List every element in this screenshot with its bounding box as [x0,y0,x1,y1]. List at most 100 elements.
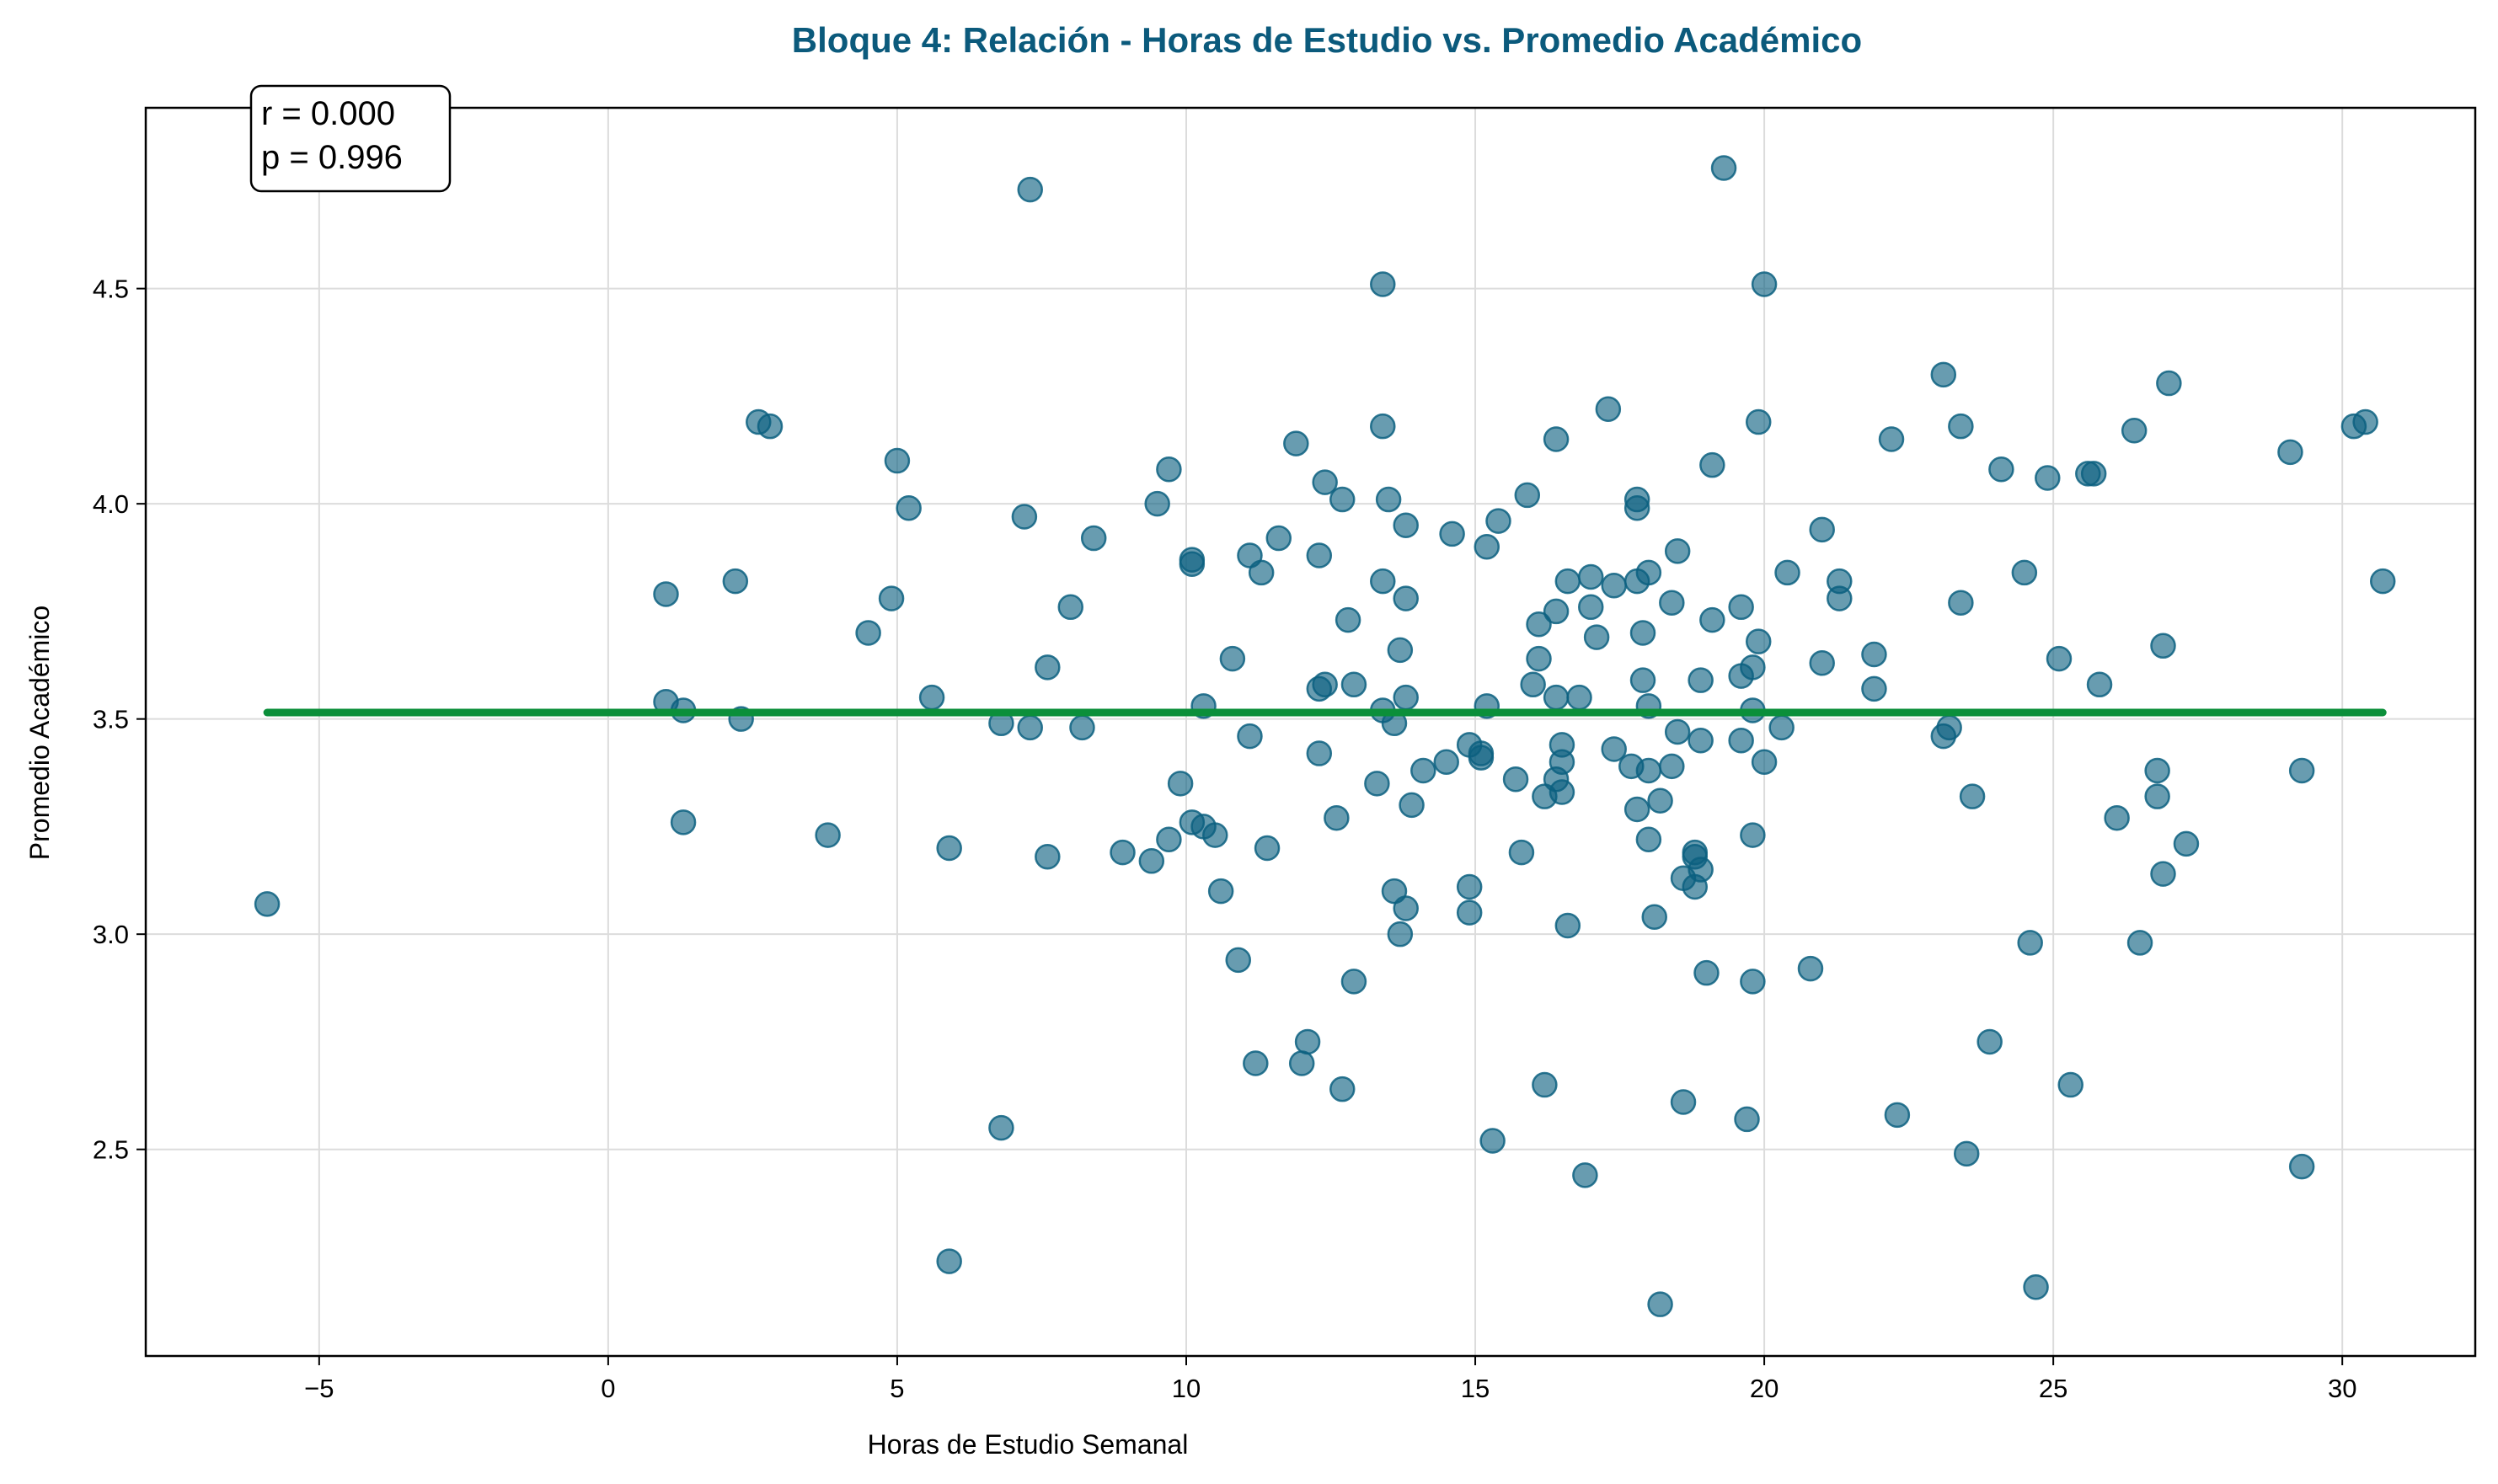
data-point [1740,969,1766,995]
data-point [1745,628,1772,654]
data-point [1335,606,1361,633]
data-point [1479,1128,1506,1154]
data-point [757,413,784,440]
data-point [1623,495,1650,521]
data-point [670,809,697,835]
data-point [1393,585,1419,611]
data-point [1601,572,1627,599]
data-point [1809,516,1835,543]
data-point [2352,408,2378,435]
data-point [1861,641,1887,668]
data-point [1393,512,1419,538]
grid-lines [146,108,2475,1356]
data-point [1207,878,1234,905]
data-point [1572,1162,1598,1188]
data-point [1728,727,1754,754]
data-point [2035,465,2061,491]
data-point [1740,654,1766,681]
data-point [1953,1140,1980,1167]
data-point [1375,486,1402,513]
data-point [1543,598,1570,625]
x-tick-label: −5 [304,1374,334,1403]
data-point [722,568,749,595]
data-point [2080,461,2107,487]
x-tick-label: 30 [2328,1374,2356,1403]
data-point [1254,835,1281,862]
data-point [815,822,841,848]
data-point [1329,486,1356,513]
data-point [936,835,962,862]
data-point [1728,594,1754,621]
data-point [1659,590,1685,616]
data-point [1664,718,1691,745]
data-point [1699,606,1725,633]
data-point [878,585,905,611]
data-point [1387,921,1414,948]
data-point [1110,839,1136,866]
data-point [1688,857,1714,883]
data-point [1601,736,1627,762]
data-point [1069,714,1095,741]
stats-r-value: r = 0.000 [261,95,395,132]
data-point [1035,843,1061,870]
data-point [1399,792,1425,819]
data-point [1387,637,1414,664]
data-point [1312,469,1338,495]
data-point [1578,563,1604,590]
data-point [1526,611,1552,638]
y-tick-label: 2.5 [93,1135,129,1165]
data-point [1878,426,1905,452]
data-point [1324,804,1350,831]
data-point [2156,370,2182,397]
x-axis-label: Horas de Estudio Semanal [868,1429,1189,1460]
data-point [1751,749,1778,776]
data-point [1659,753,1685,780]
data-point [254,891,281,917]
chart-title: Bloque 4: Relación - Horas de Estudio vs… [792,20,1862,60]
data-point [1410,757,1436,784]
data-point [2126,930,2153,956]
data-point [1508,839,1535,866]
data-point [1948,590,1974,616]
data-points [254,155,2396,1317]
data-point [1566,684,1592,711]
data-point [2150,633,2176,659]
data-point [1670,1089,1697,1115]
data-point [1468,745,1495,771]
x-tick-label: 25 [2039,1374,2067,1403]
data-point [1370,271,1396,297]
data-point [1283,430,1309,456]
data-point [1485,508,1511,534]
data-point [1439,520,1465,547]
data-point [1057,594,1084,621]
data-point [1138,848,1165,874]
stats-box-frame [249,84,452,193]
y-tick-label: 3.5 [93,705,129,734]
data-point [1930,361,1957,388]
y-axis-label: Promedio Académico [24,606,55,860]
data-point [1693,959,1720,986]
data-point [1861,675,1887,702]
x-tick-label: 10 [1172,1374,1201,1403]
data-point [1312,671,1338,698]
data-point [1167,771,1194,797]
data-point [1734,1106,1760,1133]
data-point [1936,714,1962,741]
data-point [1340,969,1367,995]
stats-p-value: p = 0.996 [261,139,403,176]
data-point [855,620,881,646]
data-point [2288,757,2315,784]
y-tick-label: 4.5 [93,275,129,304]
data-point [2369,568,2396,595]
y-tick-label: 3.0 [93,920,129,949]
data-point [1699,451,1725,478]
data-point [1526,645,1552,672]
data-point [1976,1028,2003,1055]
data-point [1502,766,1529,793]
data-point [1959,783,1986,809]
data-point [1243,1050,1269,1076]
x-tick-label: 0 [601,1374,615,1403]
data-point [1745,408,1772,435]
data-point [1340,671,1367,698]
data-point [1393,684,1419,711]
